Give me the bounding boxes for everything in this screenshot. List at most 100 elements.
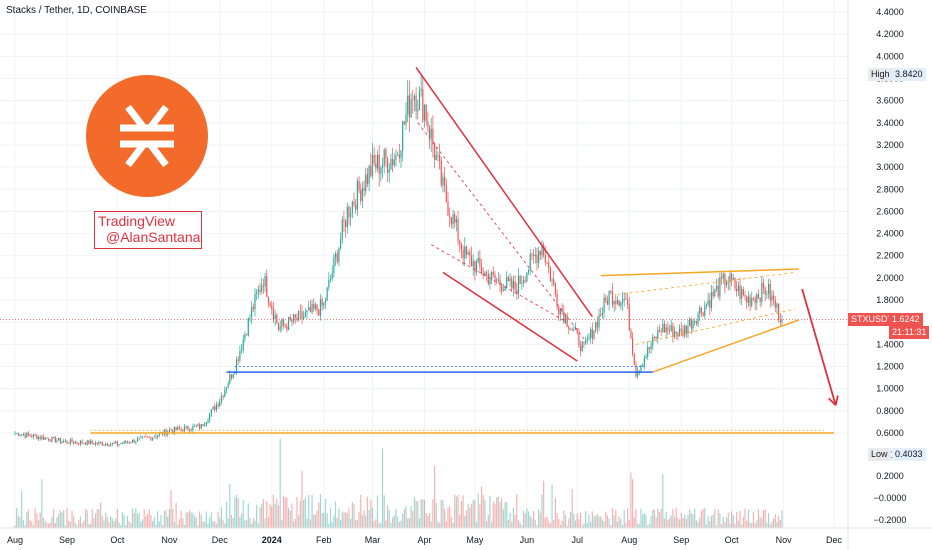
volume-bar	[225, 501, 228, 528]
volume-bar	[128, 521, 130, 528]
volume-bar	[274, 503, 276, 528]
volume-bar	[27, 509, 30, 528]
candle-body	[393, 159, 395, 166]
volume-bar	[210, 512, 212, 528]
price-tick-label: 1.8000	[876, 295, 904, 305]
candle-body	[440, 161, 442, 186]
candle-body	[173, 427, 176, 433]
volume-bar	[284, 497, 286, 528]
symbol-title[interactable]: Stacks / Tether, 1D, COINBASE	[6, 5, 147, 16]
volume-bar	[209, 517, 211, 528]
volume-bar	[296, 496, 298, 528]
volume-bar	[529, 516, 531, 528]
candle-body	[720, 277, 723, 279]
candle-body	[618, 300, 620, 306]
volume-bar	[563, 510, 565, 528]
candle-body	[764, 288, 766, 295]
volume-bar	[84, 508, 87, 528]
volume-bar	[321, 513, 323, 528]
candle-body	[529, 253, 531, 271]
volume-bar	[737, 520, 739, 528]
candle-body	[747, 296, 749, 303]
candle-body	[680, 328, 682, 331]
volume-bar	[187, 512, 189, 528]
volume-bar	[568, 518, 570, 528]
volume-bar	[413, 497, 416, 528]
volume-bar	[586, 523, 588, 528]
volume-bar	[240, 513, 243, 528]
candle-body	[222, 396, 224, 397]
candle-body	[262, 285, 264, 287]
high-label: High	[868, 68, 893, 81]
volume-bar	[662, 474, 664, 528]
candle-body	[737, 285, 739, 292]
volume-bar	[714, 508, 716, 528]
candle-body	[626, 299, 629, 305]
candle-body	[454, 214, 456, 223]
volume-bar	[519, 522, 521, 528]
volume-bar	[432, 499, 434, 528]
volume-bar	[479, 504, 481, 528]
price-tick-label: 2.6000	[876, 206, 904, 216]
candle-body	[754, 298, 756, 303]
volume-bar	[381, 448, 384, 528]
candle-body	[705, 304, 708, 306]
candle-body	[116, 441, 118, 445]
volume-bar	[623, 509, 625, 528]
candle-body	[719, 277, 721, 297]
volume-bar	[199, 511, 201, 528]
volume-bar	[234, 497, 236, 528]
volume-bar	[620, 518, 622, 528]
candle-body	[428, 126, 431, 138]
volume-bar	[78, 520, 80, 528]
candle-body	[781, 319, 783, 323]
candle-body	[360, 190, 362, 201]
candle-body	[772, 295, 775, 301]
high-value: 3.8420	[892, 68, 926, 81]
candle-body	[188, 429, 191, 432]
candle-body	[370, 165, 372, 176]
high-price-marker: High 3.8420	[868, 68, 932, 81]
candle-body	[254, 293, 256, 310]
volume-bar	[583, 523, 585, 528]
candle-body	[611, 291, 614, 305]
volume-bar	[29, 520, 31, 528]
candle-body	[376, 154, 379, 169]
volume-bar	[608, 518, 610, 528]
volume-bar	[702, 509, 704, 528]
candle-body	[653, 337, 656, 338]
volume-bar	[93, 518, 95, 528]
candle-body	[712, 291, 714, 297]
volume-bar	[123, 514, 125, 528]
candle-body	[439, 155, 441, 162]
volume-bar	[383, 495, 385, 528]
volume-axis: 0.40000.2000−0.0000−0.2000	[874, 450, 907, 525]
volume-bar	[647, 525, 649, 528]
volume-bar	[462, 495, 464, 528]
candle-body	[751, 298, 753, 306]
volume-bar	[444, 508, 446, 528]
candle-body	[91, 440, 93, 444]
candle-body	[464, 246, 466, 259]
volume-bar	[230, 515, 233, 528]
candle-body	[244, 334, 246, 340]
volume-bar	[392, 517, 394, 528]
volume-bar	[224, 523, 226, 528]
volume-bar	[670, 515, 672, 528]
time-tick-label: Oct	[725, 535, 740, 545]
candle-body	[321, 299, 323, 306]
volume-bar	[346, 513, 348, 528]
volume-bar	[496, 497, 498, 528]
candle-body	[333, 257, 335, 274]
candle-body	[437, 155, 439, 156]
stacks-glyph-icon	[120, 104, 174, 168]
candle-body	[638, 370, 640, 372]
volume-bar	[727, 512, 729, 528]
candle-body	[717, 285, 719, 297]
candle-body	[294, 314, 296, 318]
candle-body	[774, 300, 776, 308]
candle-body	[158, 433, 160, 436]
volume-bar	[546, 516, 548, 528]
candle-body	[571, 329, 573, 331]
volume-bar	[749, 522, 751, 528]
